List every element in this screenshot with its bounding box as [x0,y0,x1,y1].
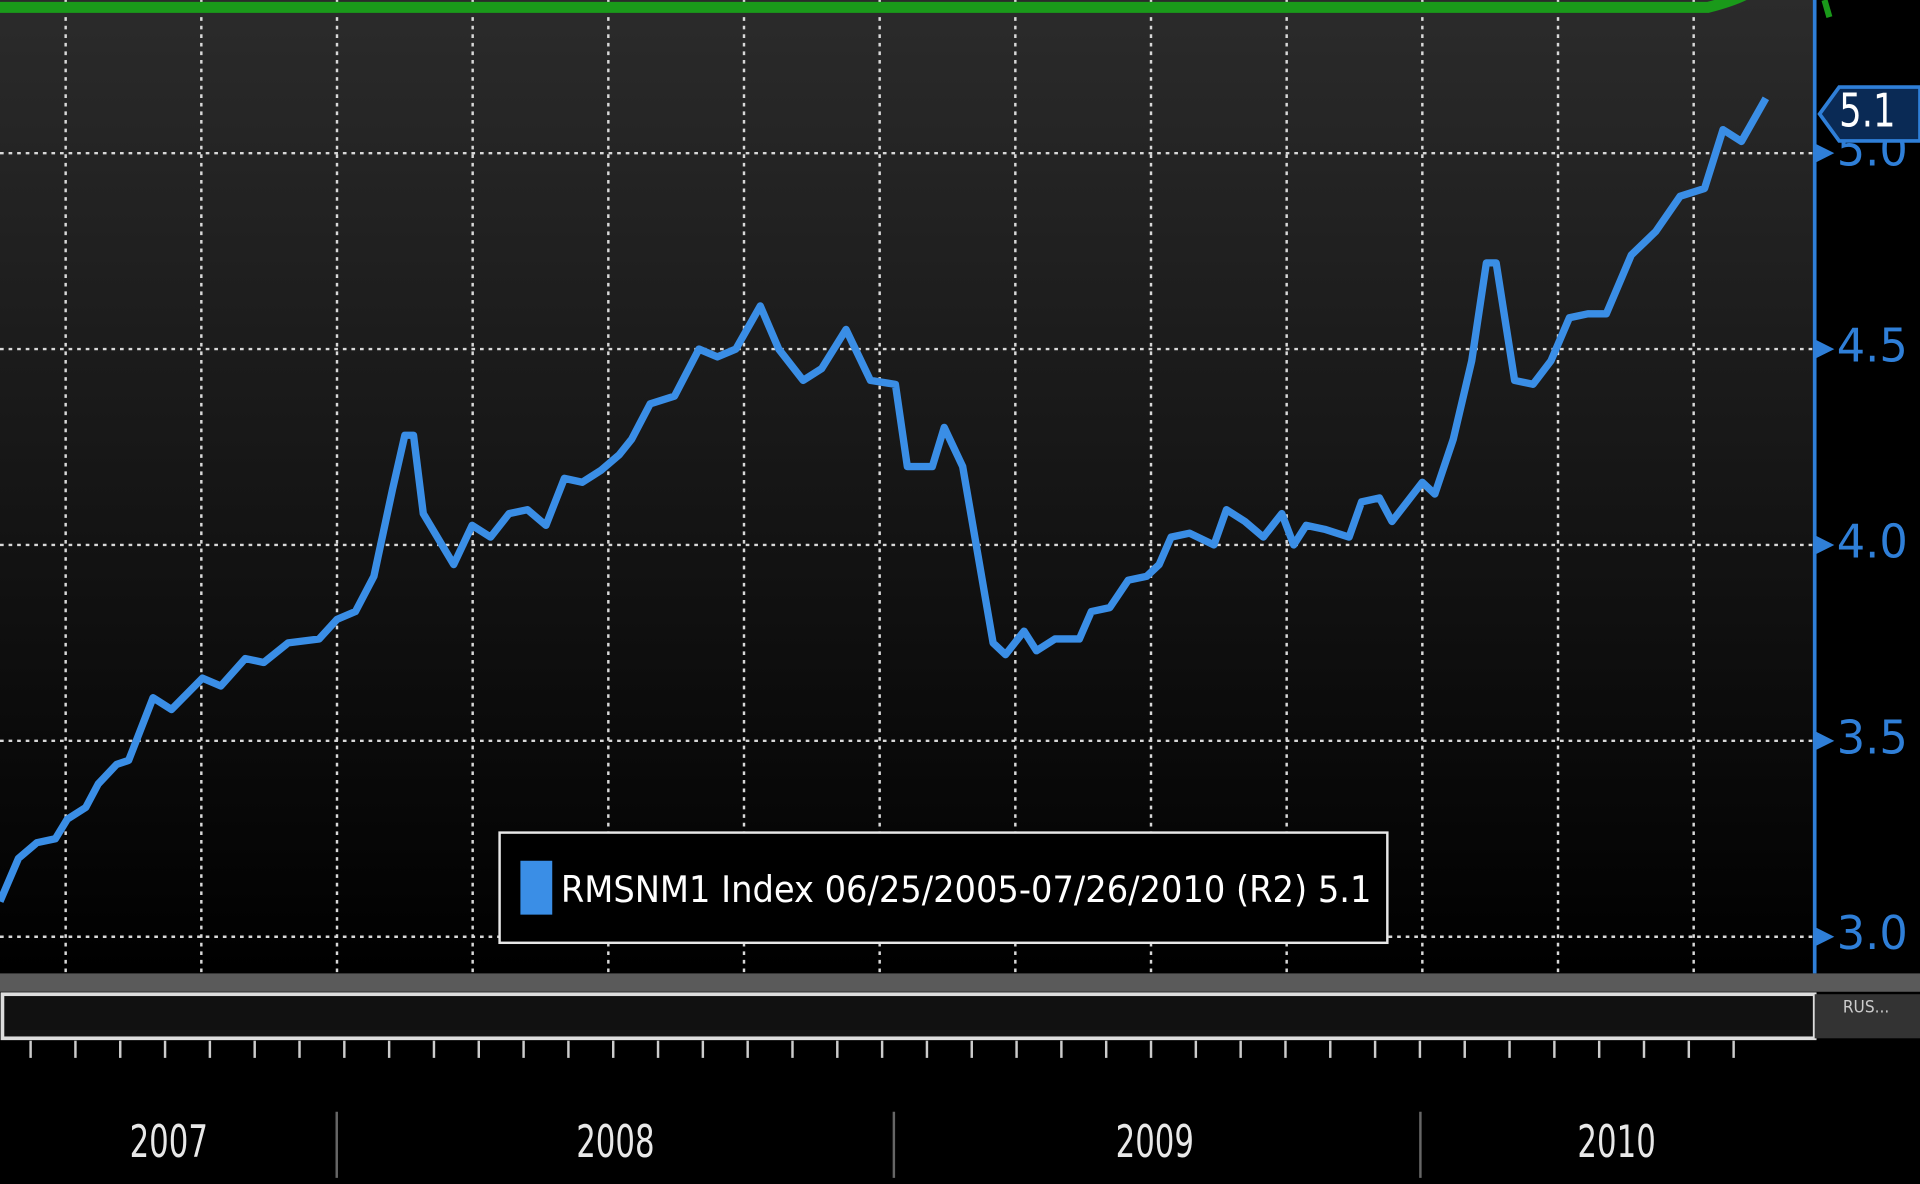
y-tick-mark [1814,926,1835,947]
highlight-border [1821,0,1833,18]
axis-band [0,973,1920,992]
x-tick-label: 2009 [1116,1117,1194,1168]
axis-background [1814,0,1920,974]
y-tick-label: 4.5 [1837,319,1908,373]
data-line [0,96,1770,903]
legend-swatch [520,860,553,915]
scrollbar[interactable] [0,992,1817,1041]
plot-background [0,0,1815,974]
y-tick-label: 4.0 [1837,514,1908,568]
y-tick-mark [1814,535,1835,555]
y-tick-mark [1814,143,1835,163]
x-tick-label: 2007 [130,1117,208,1168]
x-tick-label: 2008 [576,1117,654,1168]
y-tick-mark [1814,339,1835,359]
corner-text: RUS... [1843,998,1889,1018]
highlight-border [0,0,1747,13]
minor-ticks [29,1040,1735,1058]
last-value-label: 5.1 [1839,84,1895,138]
x-tick-label: 2010 [1577,1117,1655,1168]
legend: RMSNM1 Index 06/25/2005-07/26/2010 (R2) … [498,831,1389,945]
legend-box [498,831,1389,945]
y-tick-label: 3.5 [1837,710,1908,764]
scroll-end [1814,994,1920,1039]
y-tick-label: 3.0 [1837,906,1908,960]
last-value-tag [1817,85,1920,143]
grid [0,0,1815,974]
legend-label: RMSNM1 Index 06/25/2005-07/26/2010 (R2) … [561,868,1372,911]
y-tick-mark [1814,731,1835,751]
